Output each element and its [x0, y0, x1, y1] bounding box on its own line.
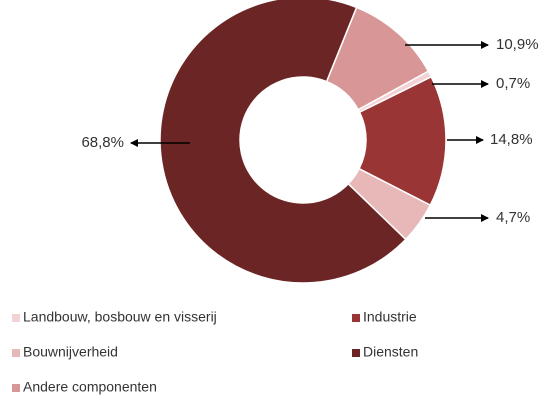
slice — [358, 75, 447, 207]
legend-swatch — [352, 314, 360, 322]
legend-label: Andere componenten — [23, 379, 157, 395]
slice — [159, 0, 407, 284]
value-label: 0,7% — [496, 75, 530, 92]
legend-swatch — [12, 314, 20, 322]
value-label: 10,9% — [496, 36, 539, 53]
value-label: 68,8% — [81, 134, 124, 151]
legend-swatch — [12, 349, 20, 357]
legend-label: Bouwnijverheid — [23, 344, 118, 360]
value-labels: 0,7% 14,8% 4,7% 68,8% 10,9% — [81, 36, 538, 226]
legend-swatch — [352, 349, 360, 357]
legend: Landbouw, bosbouw en visserij Industrie Bo… — [12, 309, 418, 395]
legend-label: Industrie — [363, 309, 417, 325]
value-label: 14,8% — [490, 131, 533, 148]
legend-label: Landbouw, bosbouw en visserij — [23, 309, 217, 325]
legend-label: Diensten — [363, 344, 418, 360]
value-label: 4,7% — [496, 209, 530, 226]
legend-swatch — [12, 384, 20, 392]
donut — [159, 0, 447, 284]
